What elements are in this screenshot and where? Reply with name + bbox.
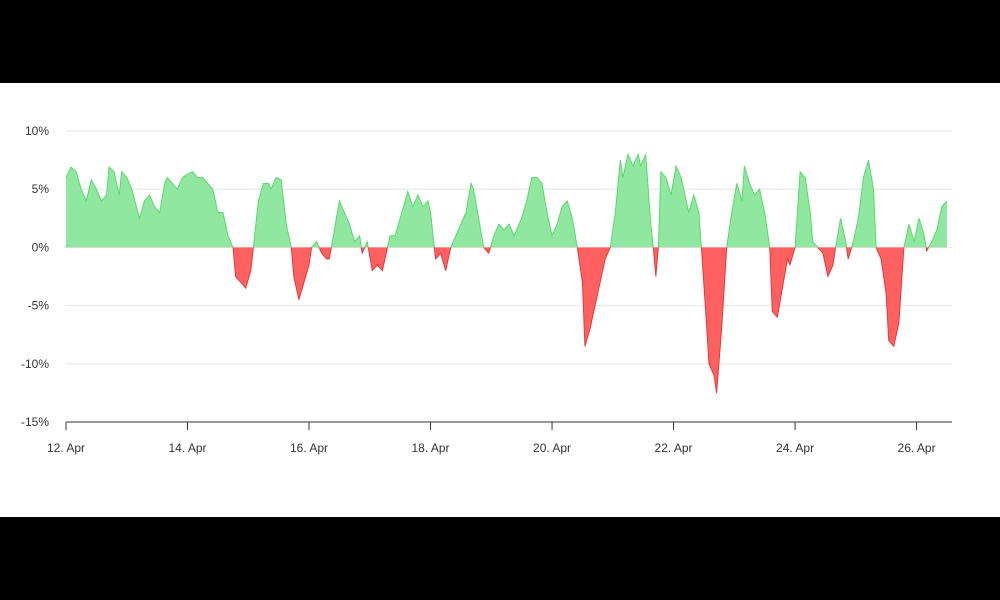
x-axis-ticks: 12. Apr 14. Apr 16. Apr 18. Apr 20. Apr 22. A… bbox=[47, 422, 936, 455]
y-axis-labels: 10% 5% 0% -5% -10% -15% bbox=[21, 124, 49, 429]
area-chart: 10% 5% 0% -5% -10% -15% 12. Apr 14. Apr 16. Apr… bbox=[21, 124, 952, 455]
x-tick-label: 14. Apr bbox=[168, 441, 206, 455]
positive-area bbox=[66, 154, 947, 248]
x-tick-label: 24. Apr bbox=[776, 441, 814, 455]
x-tick-label: 26. Apr bbox=[898, 441, 936, 455]
positive-line bbox=[65, 152, 948, 248]
y-tick-label: -5% bbox=[28, 299, 50, 313]
x-tick-label: 20. Apr bbox=[533, 441, 571, 455]
x-tick-label: 18. Apr bbox=[412, 441, 450, 455]
y-tick-label: 5% bbox=[32, 182, 50, 196]
series-areas bbox=[65, 152, 948, 393]
x-tick-label: 22. Apr bbox=[655, 441, 693, 455]
y-tick-label: -10% bbox=[21, 357, 49, 371]
y-tick-label: 0% bbox=[32, 240, 50, 254]
y-tick-label: 10% bbox=[25, 124, 49, 138]
y-tick-label: -15% bbox=[21, 415, 49, 429]
x-tick-label: 16. Apr bbox=[290, 441, 328, 455]
x-tick-label: 12. Apr bbox=[47, 441, 85, 455]
chart-panel: 10% 5% 0% -5% -10% -15% 12. Apr 14. Apr 16. Apr… bbox=[0, 83, 1000, 517]
